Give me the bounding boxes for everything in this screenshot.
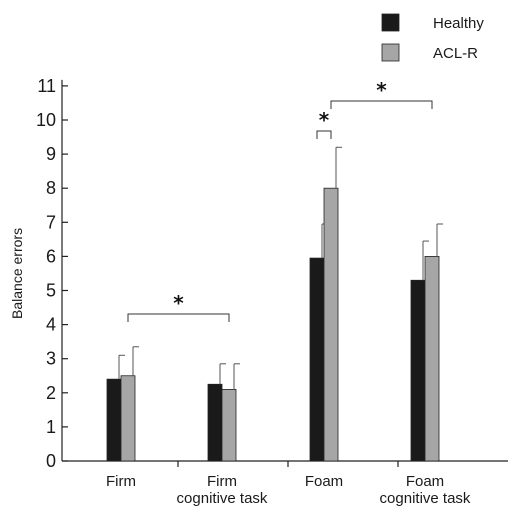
y-axis: 0 1 2 3 4 5 6 7 8 9 10 11: [36, 76, 68, 471]
y-tick-label: 6: [46, 246, 56, 266]
legend-label: ACL-R: [433, 45, 478, 62]
significance-bracket: [316, 130, 332, 139]
y-axis-label: Balance errors: [9, 228, 25, 319]
y-tick-label: 9: [46, 144, 56, 164]
bar-acl-r-3: [323, 187, 339, 462]
bar-acl-r-2: [221, 388, 237, 462]
y-tick-label: 3: [46, 349, 56, 369]
x-category-label: Firm: [106, 473, 136, 490]
y-tick-label: 1: [46, 417, 56, 437]
y-tick-label: 10: [36, 110, 56, 130]
bars: [106, 146, 443, 462]
x-category-label: Firm: [207, 473, 237, 490]
y-tick-label: 7: [46, 212, 56, 232]
legend-swatch-healthy: [381, 13, 400, 32]
y-tick-label: 2: [46, 383, 56, 403]
significance-star: *: [319, 108, 330, 132]
bar-healthy-1: [106, 378, 122, 462]
bar-healthy-2: [207, 383, 223, 462]
y-tick-label: 11: [37, 76, 56, 96]
y-tick-label: 4: [46, 315, 56, 335]
significance-brackets: * * *: [127, 78, 433, 322]
significance-bracket: [127, 313, 230, 322]
x-category-label-line2: cognitive task: [177, 490, 268, 507]
y-tick-label: 0: [46, 451, 56, 471]
legend: Healthy ACL-R: [381, 13, 484, 62]
significance-star: *: [173, 291, 184, 315]
bar-acl-r-4: [424, 255, 440, 462]
significance-star: *: [376, 78, 387, 102]
legend-swatch-acl-r: [381, 43, 400, 62]
y-tick-label: 5: [46, 281, 56, 301]
y-tick-label: 8: [46, 178, 56, 198]
legend-label: Healthy: [433, 15, 484, 32]
bar-healthy-4: [410, 279, 426, 462]
significance-bracket: [330, 100, 433, 109]
bar-healthy-3: [309, 257, 325, 462]
x-category-label: Foam: [406, 473, 444, 490]
bar-acl-r-1: [120, 375, 136, 462]
x-category-label: Foam: [305, 473, 343, 490]
x-category-label-line2: cognitive task: [380, 490, 471, 507]
